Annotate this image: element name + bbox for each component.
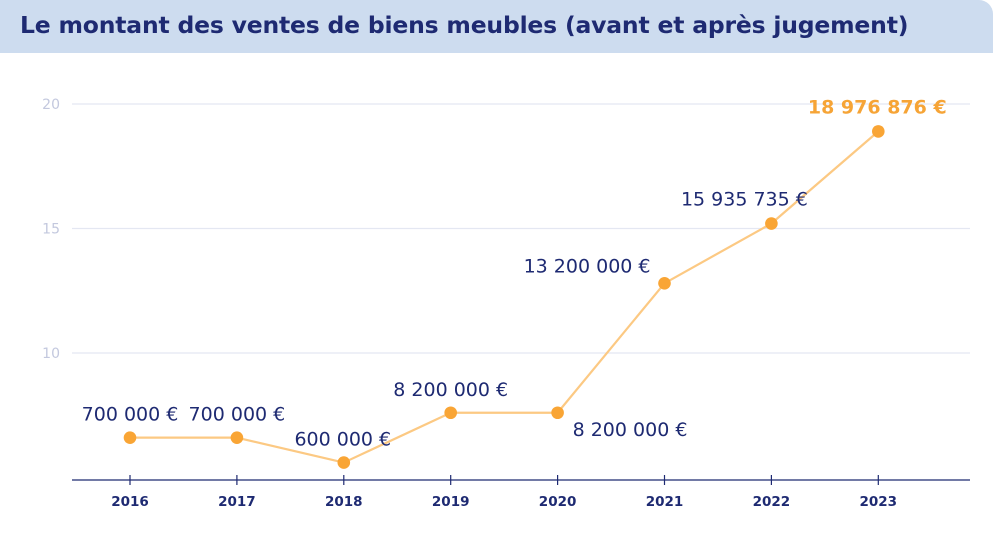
x-tick-label: 2020 <box>539 494 577 510</box>
series-line-path <box>130 130 880 464</box>
x-axis: 2016 2017 2018 2019 2020 2021 2022 2023 <box>72 475 970 510</box>
data-point <box>765 217 778 230</box>
data-point <box>230 431 244 444</box>
x-tick-label: 2023 <box>860 494 898 510</box>
data-point <box>123 431 137 444</box>
gridlines <box>72 103 970 354</box>
data-label: 700 000 € <box>189 404 286 426</box>
y-tick-label: 20 <box>42 97 60 113</box>
data-label: 15 935 735 € <box>681 189 808 211</box>
data-labels: 700 000 € 700 000 € 600 000 € 8 200 000 € 8 … <box>82 96 947 450</box>
chart-card <box>0 53 993 535</box>
x-tick-label: 2017 <box>218 494 256 510</box>
x-tick-label: 2022 <box>753 494 791 510</box>
data-label: 600 000 € <box>294 429 391 451</box>
data-label: 13 200 000 € <box>524 255 651 277</box>
y-tick-label: 15 <box>42 222 60 238</box>
data-point <box>444 406 458 420</box>
y-axis-ticks: 10 15 20 <box>42 97 60 362</box>
y-tick-label: 10 <box>42 346 60 362</box>
data-label: 18 976 876 € <box>808 96 947 118</box>
data-label: 700 000 € <box>82 404 179 426</box>
series-line <box>130 130 880 464</box>
data-point <box>337 456 351 469</box>
title-bar: Le montant des ventes de biens meubles (… <box>0 0 993 53</box>
data-point <box>551 406 564 420</box>
series-markers <box>123 125 885 469</box>
data-point <box>872 125 885 138</box>
data-label: 8 200 000 € <box>393 379 508 401</box>
x-tick-label: 2019 <box>432 494 470 510</box>
data-label: 8 200 000 € <box>573 419 688 441</box>
data-point <box>658 276 671 290</box>
x-tick-label: 2016 <box>111 494 149 510</box>
x-tick-label: 2021 <box>646 494 684 510</box>
x-tick-label: 2018 <box>325 494 363 510</box>
chart-title: Le montant des ventes de biens meubles (… <box>20 11 909 39</box>
